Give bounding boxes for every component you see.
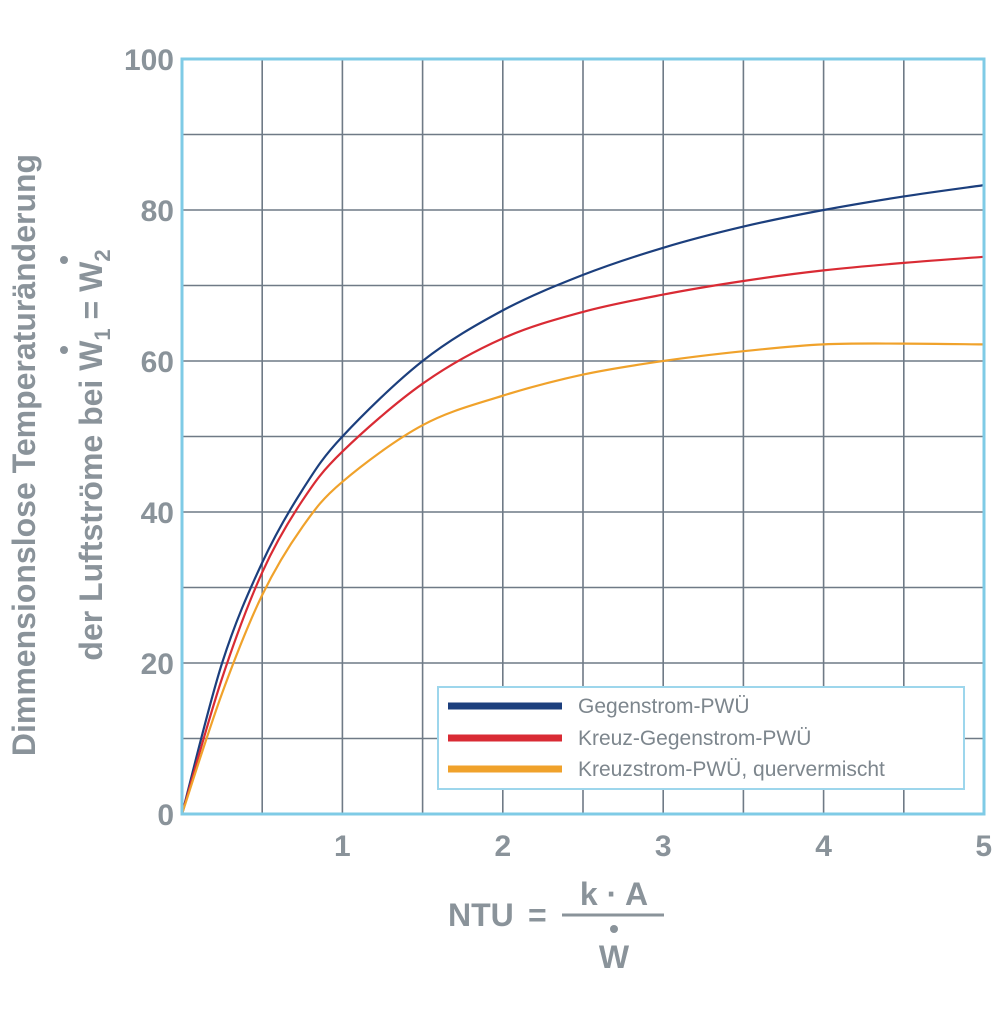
legend: Gegenstrom-PWÜ Kreuz-Gegenstrom-PWÜ Kreu… [437, 686, 965, 790]
y-axis-label-line1: Dimmensionslose Temperaturänderung [6, 154, 42, 756]
w1-dot [60, 346, 68, 354]
x-tick-label: 2 [494, 830, 511, 863]
y-tick-label: 40 [141, 497, 174, 530]
y-tick-label: 60 [141, 346, 174, 379]
x-label-w-dot [610, 925, 618, 933]
y-tick-label: 100 [124, 44, 174, 77]
x-tick-label: 4 [815, 830, 832, 863]
y-tick-label: 20 [141, 648, 174, 681]
x-tick-label: 1 [334, 830, 351, 863]
y-label-prefix: der Luftströme bei [73, 371, 109, 661]
x-tick-labels: 1 2 3 4 5 [334, 830, 992, 863]
svg-text:der Luftströme bei W1 = W2: der Luftströme bei W1 = W2 [73, 249, 115, 660]
y-tick-label: 0 [157, 799, 174, 832]
x-label-numerator: k · A [580, 876, 648, 912]
y-axis-label-line2: der Luftströme bei W1 = W2 [73, 249, 115, 660]
series-line-2 [180, 255, 985, 815]
grid [182, 59, 984, 814]
y-label-sub1: 1 [90, 328, 115, 340]
x-label-denominator: W [599, 939, 630, 975]
y-label-sub2: 2 [90, 249, 115, 261]
legend-label-gegenstrom: Gegenstrom-PWÜ [578, 695, 750, 718]
plot-frame [180, 57, 986, 816]
w2-dot [60, 256, 68, 264]
series-line-1 [180, 184, 985, 815]
x-axis-label: NTU = k · A W [448, 876, 664, 975]
legend-label-kreuz-gegenstrom: Kreuz-Gegenstrom-PWÜ [578, 727, 811, 750]
series-line-3 [180, 342, 985, 815]
x-label-ntu: NTU [448, 897, 514, 933]
y-label-w2: W [73, 261, 109, 292]
y-label-w1: W [73, 340, 109, 371]
x-tick-label: 3 [655, 830, 672, 863]
x-tick-label: 5 [975, 830, 992, 863]
y-tick-labels: 0 20 40 60 80 100 [124, 44, 174, 832]
legend-label-kreuzstrom: Kreuzstrom-PWÜ, quervermischt [578, 758, 885, 781]
series-lines [180, 184, 985, 815]
y-label-eq: = [73, 292, 109, 328]
x-label-equals: = [528, 897, 547, 933]
y-tick-label: 80 [141, 195, 174, 228]
y-axis-label: Dimmensionslose Temperaturänderung [6, 154, 42, 756]
